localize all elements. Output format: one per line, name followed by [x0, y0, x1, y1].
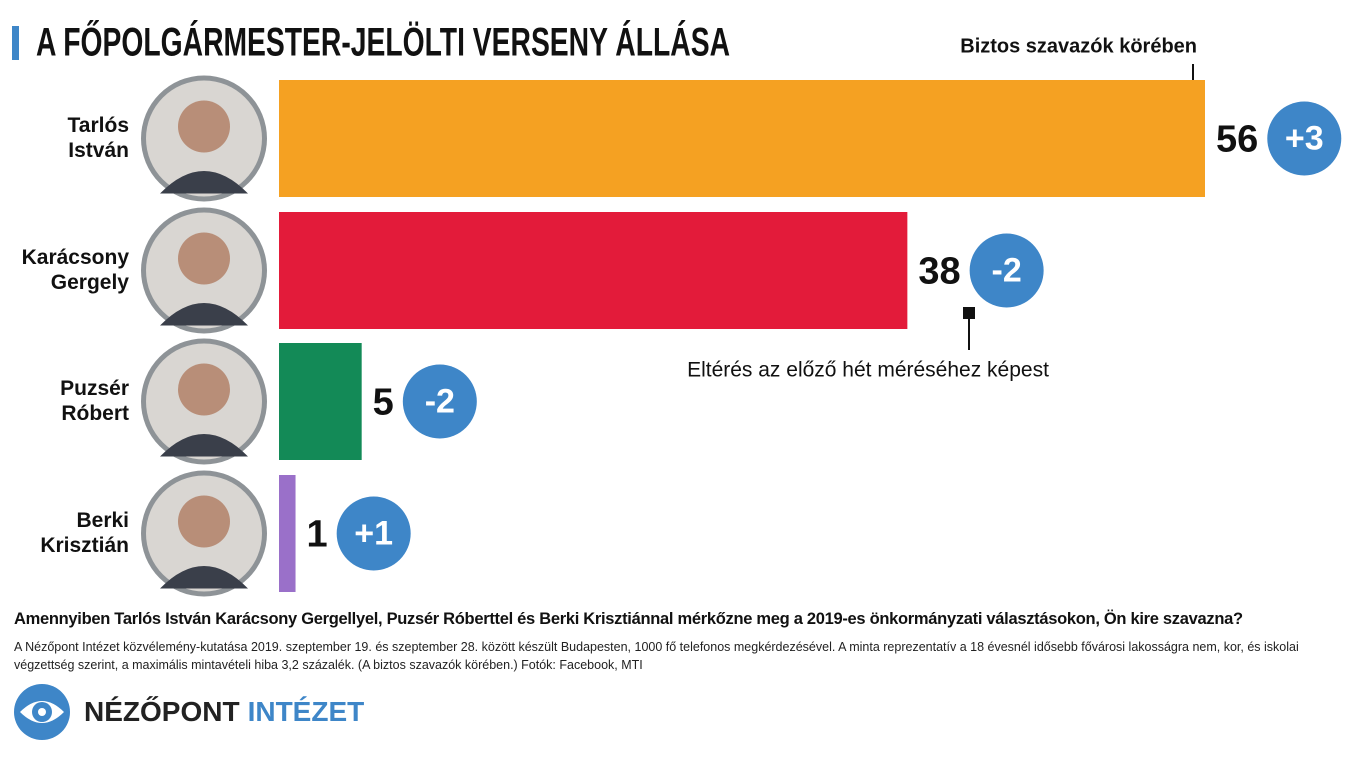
chart: A FŐPOLGÁRMESTER-JELÖLTI VERSENY ÁLLÁSA …: [12, 19, 1342, 597]
category-label: Róbert: [61, 402, 129, 425]
category-label: Tarlós: [68, 114, 129, 137]
photo-body: [160, 171, 248, 194]
logo-text: INTÉZET: [247, 696, 365, 727]
change-label: +1: [354, 514, 393, 552]
annotation: Eltérés az előző hét méréséhez képest: [687, 359, 1049, 382]
change-badge: [402, 364, 477, 439]
photo-body: [160, 566, 248, 589]
category-label: Krisztián: [40, 534, 129, 557]
logo: NÉZŐPONT INTÉZET: [12, 682, 364, 742]
photo-head: [178, 232, 230, 285]
change-badge: [969, 233, 1044, 308]
value-label: 5: [373, 382, 394, 424]
photo-head: [178, 363, 230, 416]
logo-text: NÉZŐPONT: [84, 696, 240, 727]
value-label: 1: [307, 514, 328, 556]
photo-head: [178, 100, 230, 153]
change-badge: [1267, 101, 1342, 176]
category-label: Puzsér: [60, 377, 129, 400]
photo-head: [178, 495, 230, 548]
note: A Nézőpont Intézet közvélemény-kutatása …: [14, 640, 1299, 672]
photo-body: [160, 434, 248, 457]
logo-icon: [14, 684, 70, 740]
bar: [279, 80, 1205, 197]
question: Amennyiben Tarlós István Karácsony Gerge…: [14, 610, 1243, 628]
change-label: -2: [425, 382, 455, 420]
change-badge: [336, 496, 411, 571]
category-label: Karácsony: [22, 246, 130, 269]
annotation-marker: [963, 307, 975, 319]
category-label: Gergely: [51, 271, 130, 294]
change-label: +3: [1285, 119, 1324, 157]
change-label: -2: [992, 251, 1022, 289]
bar: [279, 343, 362, 460]
annotation: Biztos szavazók körében: [960, 35, 1197, 57]
category-label: Berki: [76, 509, 129, 532]
photo-body: [160, 303, 248, 326]
category-label: István: [68, 139, 129, 162]
bar: [279, 212, 908, 329]
value-label: 38: [918, 251, 960, 293]
value-label: 56: [1216, 119, 1258, 161]
chart-title: A FŐPOLGÁRMESTER-JELÖLTI VERSENY ÁLLÁSA: [36, 19, 730, 65]
bar: [279, 475, 296, 592]
title-accent: [12, 26, 19, 60]
